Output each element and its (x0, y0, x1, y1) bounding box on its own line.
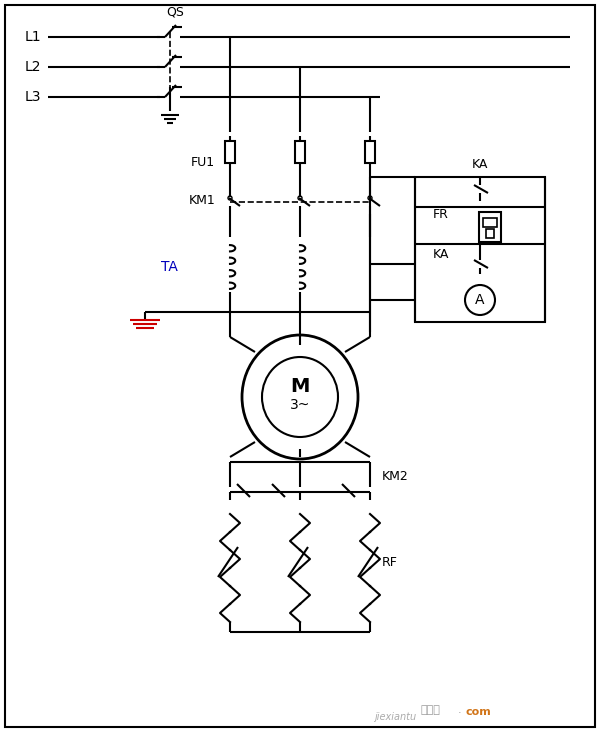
Text: 3~: 3~ (290, 398, 310, 412)
Bar (365, 141, 375, 163)
Text: 接线图: 接线图 (420, 705, 440, 715)
Bar (295, 141, 305, 163)
Text: com: com (465, 707, 491, 717)
Text: M: M (290, 378, 310, 397)
Bar (479, 212, 501, 242)
Bar (225, 141, 235, 163)
Text: QS: QS (166, 6, 184, 18)
Text: KA: KA (472, 159, 488, 171)
Text: RF: RF (382, 556, 398, 569)
Text: KM1: KM1 (188, 193, 215, 206)
Bar (483, 218, 497, 227)
Ellipse shape (262, 357, 338, 437)
Bar (415, 177, 545, 322)
Bar (486, 229, 494, 238)
Text: jiexiantu: jiexiantu (374, 712, 416, 722)
Ellipse shape (242, 335, 358, 459)
Text: A: A (475, 293, 485, 307)
Circle shape (465, 285, 495, 315)
Text: .: . (458, 705, 462, 715)
Text: KM2: KM2 (382, 471, 409, 484)
Circle shape (368, 196, 372, 200)
Text: L1: L1 (25, 30, 41, 44)
Circle shape (228, 196, 232, 200)
Text: L2: L2 (25, 60, 41, 74)
Text: KA: KA (433, 247, 449, 261)
Text: L3: L3 (25, 90, 41, 104)
Circle shape (298, 196, 302, 200)
Text: FR: FR (433, 209, 449, 222)
Text: TA: TA (161, 260, 178, 274)
Text: FU1: FU1 (191, 155, 215, 168)
